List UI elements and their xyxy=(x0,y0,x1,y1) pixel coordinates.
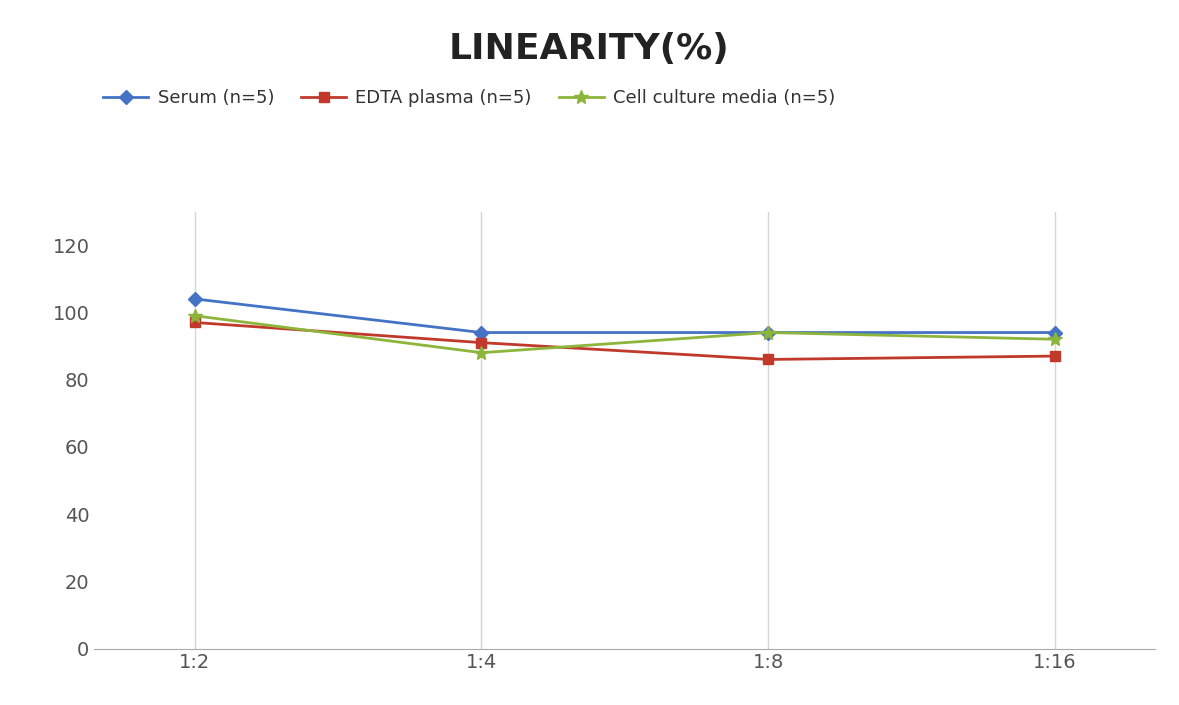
EDTA plasma (n=5) xyxy=(1048,352,1062,360)
Serum (n=5) xyxy=(762,329,776,337)
Line: Cell culture media (n=5): Cell culture media (n=5) xyxy=(187,309,1062,360)
EDTA plasma (n=5) xyxy=(762,355,776,364)
Cell culture media (n=5) xyxy=(762,329,776,337)
Cell culture media (n=5) xyxy=(1048,335,1062,343)
Serum (n=5) xyxy=(1048,329,1062,337)
Cell culture media (n=5) xyxy=(474,348,488,357)
EDTA plasma (n=5) xyxy=(474,338,488,347)
Cell culture media (n=5) xyxy=(187,312,202,320)
Line: EDTA plasma (n=5): EDTA plasma (n=5) xyxy=(190,317,1060,364)
Serum (n=5) xyxy=(474,329,488,337)
Serum (n=5) xyxy=(187,295,202,303)
Legend: Serum (n=5), EDTA plasma (n=5), Cell culture media (n=5): Serum (n=5), EDTA plasma (n=5), Cell cul… xyxy=(104,90,835,107)
Text: LINEARITY(%): LINEARITY(%) xyxy=(449,32,730,66)
Line: Serum (n=5): Serum (n=5) xyxy=(190,294,1060,338)
EDTA plasma (n=5) xyxy=(187,318,202,326)
